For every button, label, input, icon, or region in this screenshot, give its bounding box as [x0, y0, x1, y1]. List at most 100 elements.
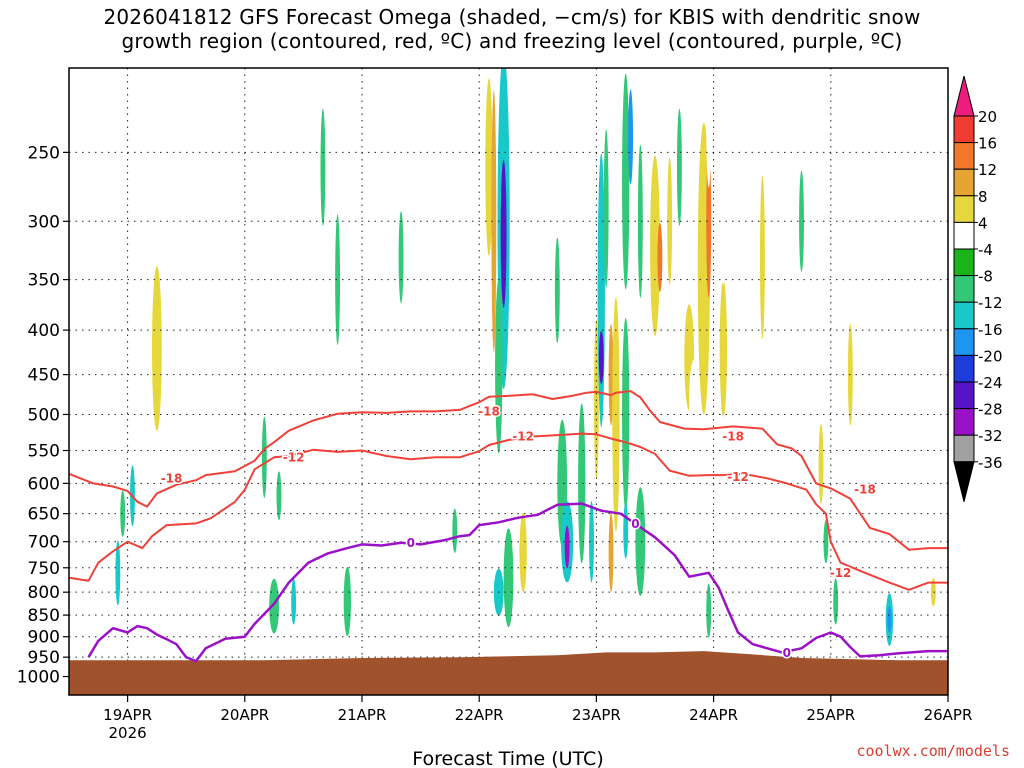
colorbar-segment	[953, 195, 975, 223]
omega-cell	[114, 289, 122, 461]
omega-cell	[593, 319, 599, 479]
omega-cell	[173, 170, 180, 410]
plot-frame	[68, 67, 949, 696]
omega-cell	[519, 512, 527, 592]
omega-cell	[503, 528, 514, 628]
omega-cell	[530, 465, 536, 527]
colorbar-segment	[953, 434, 975, 463]
axes-layer: 2503003504004505005506006507007508008509…	[17, 143, 973, 742]
omega-cell	[291, 578, 297, 625]
freezing-level-contour	[87, 502, 948, 663]
omega-cell	[276, 471, 282, 521]
contour-label: 0	[407, 536, 415, 550]
colorbar-segment	[953, 408, 975, 436]
contour-label: -18	[722, 429, 744, 443]
y-tick-label: 750	[28, 559, 60, 579]
colorbar-segment	[953, 115, 975, 144]
omega-cell	[608, 323, 614, 426]
colorbar-bottom-arrow	[953, 461, 975, 502]
omega-cell	[471, 68, 477, 174]
contour-label: 0	[631, 517, 639, 531]
omega-cell	[887, 606, 892, 633]
omega-cell	[650, 155, 660, 337]
omega-cell	[823, 520, 829, 564]
x-tick-label: 20APR	[220, 706, 269, 724]
omega-cell	[554, 237, 560, 344]
omega-cell	[545, 138, 551, 421]
x-tick-sublabel: 2026	[109, 724, 147, 742]
y-tick-label: 1000	[17, 668, 60, 688]
x-tick-label: 24APR	[689, 706, 738, 724]
ground-layer	[69, 651, 948, 695]
omega-cell	[672, 68, 677, 156]
omega-cell	[252, 316, 258, 450]
colorbar-label: 4	[978, 214, 988, 232]
colorbar-segment	[953, 142, 975, 170]
omega-cell	[752, 514, 763, 569]
omega-cell	[657, 222, 663, 292]
dgz-contour	[69, 432, 948, 591]
omega-cell	[152, 266, 162, 431]
omega-cell	[466, 168, 472, 391]
omega-cell	[603, 129, 609, 288]
colorbar: 20 16 12 8 4 -4 -8 -12 -16 -20 -24 -28 -32 -36	[953, 75, 1003, 502]
colorbar-label: -32	[978, 427, 1003, 445]
colorbar-label: -28	[978, 401, 1003, 419]
omega-cell	[841, 409, 850, 492]
omega-cell	[922, 560, 935, 652]
colorbar-segment	[953, 301, 975, 330]
omega-cell	[369, 75, 375, 230]
omega-cell	[281, 247, 287, 450]
omega-cell	[877, 464, 883, 503]
colorbar-top-arrow	[953, 75, 975, 117]
omega-cell	[564, 525, 570, 569]
omega-cell	[188, 161, 194, 330]
omega-cell	[706, 144, 712, 298]
credit-link[interactable]: coolwx.com/models	[856, 742, 1010, 760]
omega-cell	[836, 280, 845, 417]
omega-cell	[120, 490, 126, 537]
omega-cell	[733, 419, 743, 548]
omega-cell	[413, 250, 419, 371]
omega-cell	[452, 508, 458, 553]
omega-cell	[706, 68, 712, 188]
contour-label: -12	[512, 429, 534, 443]
omega-cell	[719, 280, 728, 417]
omega-cell	[852, 508, 858, 564]
omega-cell	[457, 471, 463, 521]
colorbar-segment	[953, 381, 975, 410]
omega-cell	[792, 322, 801, 410]
omega-cell	[315, 204, 321, 376]
omega-cell	[261, 416, 267, 498]
colorbar-label: -16	[978, 321, 1003, 339]
y-tick-label: 600	[28, 474, 60, 494]
omega-cell	[525, 169, 531, 345]
omega-cell	[343, 566, 352, 637]
omega-cell	[940, 235, 946, 303]
contour-layer: -18 -18 -18 -18 -12 -12 -12 -12 0 0 0	[69, 390, 948, 663]
omega-cell	[833, 578, 839, 625]
contour-label: -12	[830, 566, 852, 580]
omega-cell	[500, 159, 507, 308]
omega-cell	[661, 512, 669, 592]
ground-fill	[69, 651, 948, 695]
omega-cell	[720, 157, 726, 285]
omega-cell	[628, 89, 634, 185]
omega-shading-layer	[114, 68, 946, 652]
colorbar-label: -4	[978, 241, 993, 259]
y-tick-label: 450	[28, 366, 60, 386]
omega-cell	[227, 199, 233, 316]
colorbar-label: -12	[978, 294, 1003, 312]
y-tick-label: 400	[28, 321, 60, 341]
omega-cell	[320, 108, 326, 226]
contour-label: -18	[161, 471, 183, 485]
omega-cell	[608, 512, 614, 592]
omega-cell	[485, 78, 493, 257]
y-tick-label: 500	[28, 405, 60, 425]
omega-cell	[637, 144, 643, 298]
colorbar-label: -36	[978, 454, 1003, 472]
y-tick-label: 700	[28, 533, 60, 553]
colorbar-segment	[953, 275, 975, 303]
colorbar-label: 16	[978, 135, 997, 153]
